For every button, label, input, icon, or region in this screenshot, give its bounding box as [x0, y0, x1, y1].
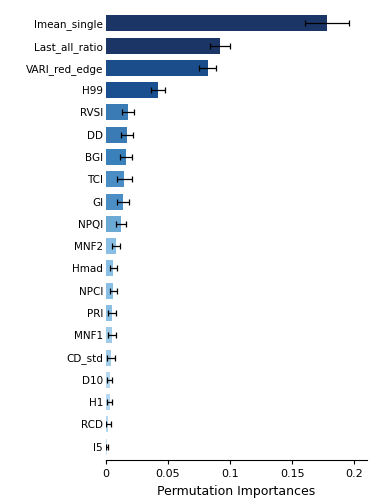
Bar — [106, 260, 113, 276]
Bar — [106, 104, 128, 120]
Bar — [106, 149, 126, 165]
Bar — [106, 238, 116, 254]
Bar — [106, 60, 208, 76]
Bar — [106, 350, 111, 366]
Bar — [106, 172, 124, 188]
Bar — [106, 305, 112, 321]
Bar — [106, 282, 113, 298]
Bar — [106, 126, 127, 143]
Bar — [106, 216, 121, 232]
Bar — [106, 372, 110, 388]
Bar — [106, 394, 110, 410]
Bar — [106, 82, 158, 98]
Bar — [106, 438, 107, 454]
Bar — [106, 16, 327, 32]
Bar — [106, 194, 123, 210]
Bar — [106, 38, 220, 54]
Bar — [106, 327, 112, 344]
X-axis label: Permutation Importances: Permutation Importances — [157, 484, 315, 498]
Bar — [106, 416, 108, 432]
